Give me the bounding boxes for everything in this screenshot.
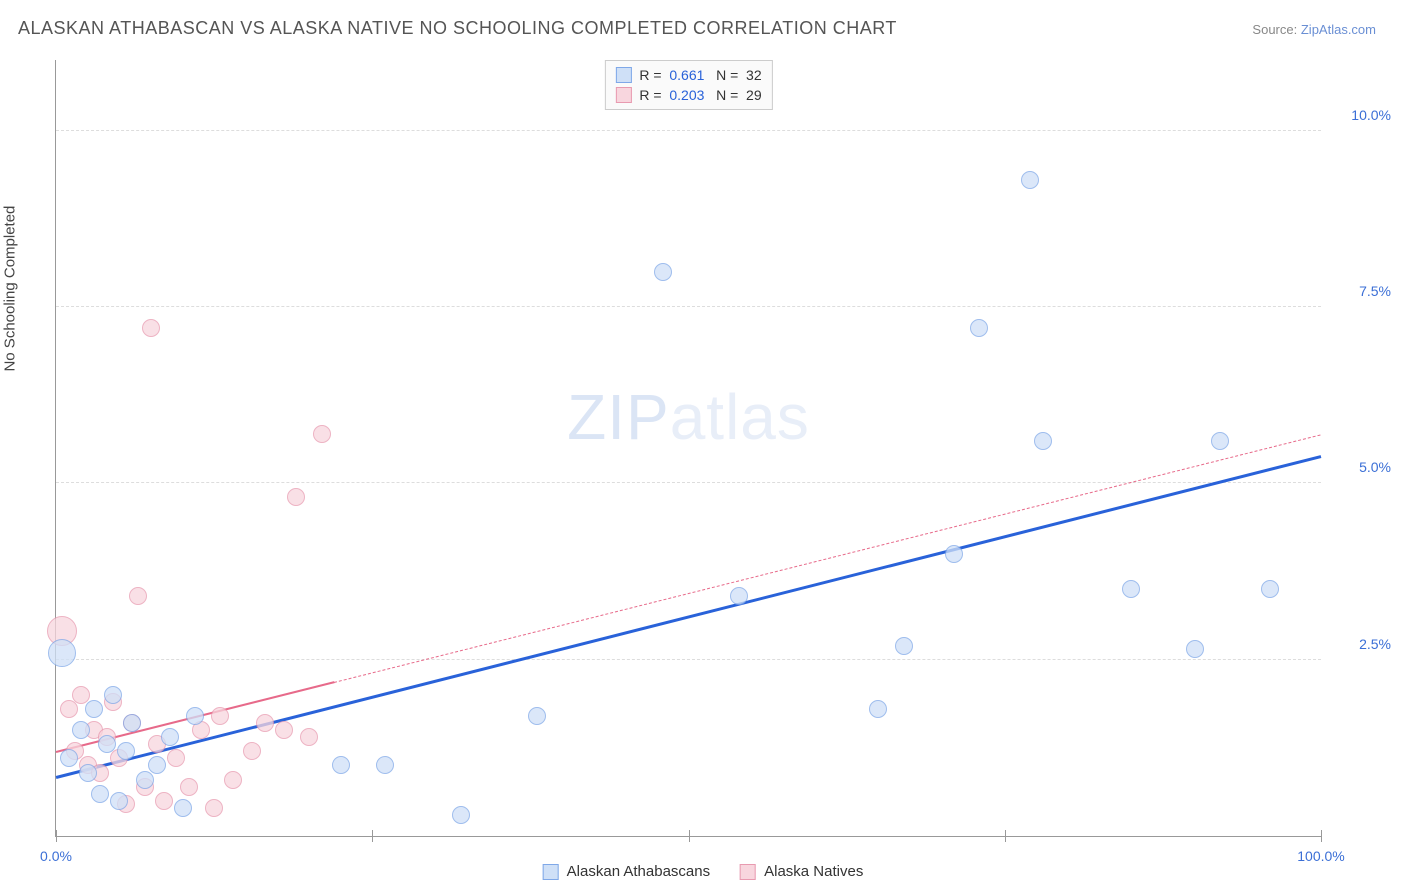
data-point <box>1021 171 1039 189</box>
x-tick-label: 100.0% <box>1297 848 1344 864</box>
y-tick-label: 7.5% <box>1331 283 1391 299</box>
data-point <box>85 700 103 718</box>
source-label: Source: <box>1252 22 1297 37</box>
data-point <box>332 756 350 774</box>
data-point <box>161 728 179 746</box>
trend-line <box>334 434 1321 683</box>
legend-stats: R = 0.661 N = 32 <box>639 67 761 83</box>
data-point <box>60 749 78 767</box>
series-legend: Alaskan Athabascans Alaska Natives <box>543 863 864 880</box>
y-tick-label: 5.0% <box>1331 459 1391 475</box>
data-point <box>155 792 173 810</box>
data-point <box>275 721 293 739</box>
gridline <box>56 306 1321 307</box>
data-point <box>211 707 229 725</box>
data-point <box>167 749 185 767</box>
data-point <box>895 637 913 655</box>
watermark-light: atlas <box>670 381 810 453</box>
source-link[interactable]: ZipAtlas.com <box>1301 22 1376 37</box>
gridline <box>56 130 1321 131</box>
y-tick-label: 2.5% <box>1331 636 1391 652</box>
data-point <box>123 714 141 732</box>
correlation-legend: R = 0.661 N = 32 R = 0.203 N = 29 <box>604 60 772 110</box>
correlation-legend-row: R = 0.661 N = 32 <box>615 65 761 85</box>
data-point <box>110 792 128 810</box>
x-tick-mark <box>1005 830 1006 842</box>
x-tick-mark <box>56 830 57 842</box>
y-axis-label: No Schooling Completed <box>2 206 19 372</box>
data-point <box>243 742 261 760</box>
data-point <box>654 263 672 281</box>
data-point <box>730 587 748 605</box>
source-attribution: Source: ZipAtlas.com <box>1252 22 1376 37</box>
data-point <box>945 545 963 563</box>
data-point <box>1261 580 1279 598</box>
legend-stats: R = 0.203 N = 29 <box>639 87 761 103</box>
data-point <box>148 756 166 774</box>
data-point <box>1211 432 1229 450</box>
data-point <box>174 799 192 817</box>
legend-swatch <box>543 864 559 880</box>
chart-title: ALASKAN ATHABASCAN VS ALASKA NATIVE NO S… <box>18 18 897 39</box>
data-point <box>79 764 97 782</box>
watermark: ZIPatlas <box>567 380 810 454</box>
data-point <box>129 587 147 605</box>
plot-area: ZIPatlas R = 0.661 N = 32 R = 0.203 N = 2… <box>55 60 1321 837</box>
data-point <box>1034 432 1052 450</box>
data-point <box>376 756 394 774</box>
x-tick-mark <box>689 830 690 842</box>
gridline <box>56 659 1321 660</box>
series-legend-label: Alaskan Athabascans <box>567 863 710 880</box>
series-legend-item: Alaska Natives <box>740 863 863 880</box>
data-point <box>1122 580 1140 598</box>
data-point <box>142 319 160 337</box>
x-tick-label: 0.0% <box>40 848 72 864</box>
data-point <box>186 707 204 725</box>
legend-swatch <box>740 864 756 880</box>
series-legend-label: Alaska Natives <box>764 863 863 880</box>
data-point <box>313 425 331 443</box>
data-point <box>224 771 242 789</box>
chart-container: ALASKAN ATHABASCAN VS ALASKA NATIVE NO S… <box>0 0 1406 892</box>
data-point <box>91 785 109 803</box>
x-tick-mark <box>372 830 373 842</box>
data-point <box>205 799 223 817</box>
data-point <box>452 806 470 824</box>
series-legend-item: Alaskan Athabascans <box>543 863 710 880</box>
data-point <box>104 686 122 704</box>
data-point <box>287 488 305 506</box>
x-tick-mark <box>1321 830 1322 842</box>
y-tick-label: 10.0% <box>1331 107 1391 123</box>
watermark-bold: ZIP <box>567 381 670 453</box>
trend-line <box>56 455 1322 778</box>
data-point <box>970 319 988 337</box>
data-point <box>180 778 198 796</box>
data-point <box>60 700 78 718</box>
data-point <box>48 639 76 667</box>
legend-swatch <box>615 67 631 83</box>
data-point <box>869 700 887 718</box>
data-point <box>98 735 116 753</box>
correlation-legend-row: R = 0.203 N = 29 <box>615 85 761 105</box>
data-point <box>72 721 90 739</box>
data-point <box>136 771 154 789</box>
data-point <box>1186 640 1204 658</box>
data-point <box>300 728 318 746</box>
data-point <box>256 714 274 732</box>
data-point <box>528 707 546 725</box>
legend-swatch <box>615 87 631 103</box>
data-point <box>117 742 135 760</box>
